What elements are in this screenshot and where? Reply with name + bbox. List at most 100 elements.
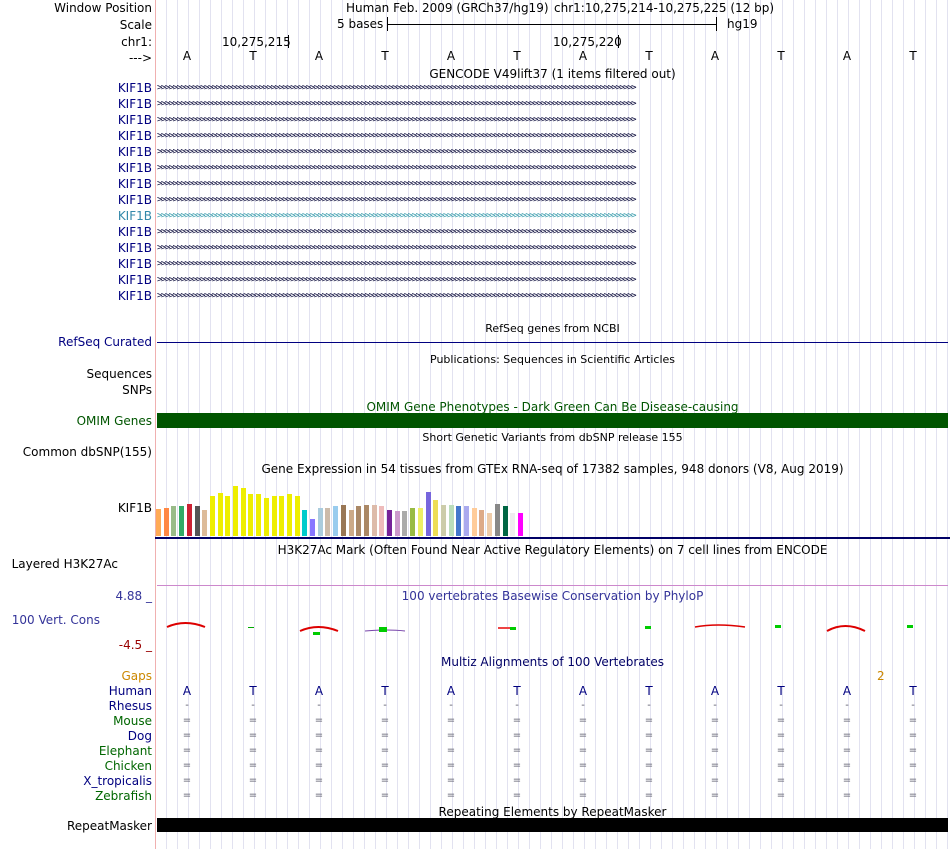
- gtex-tissue-bar[interactable]: [272, 496, 277, 536]
- gtex-tissue-bar[interactable]: [410, 508, 415, 536]
- gtex-tissue-bar[interactable]: [487, 513, 492, 536]
- phylop-track-title[interactable]: 100 vertebrates Basewise Conservation by…: [401, 589, 704, 603]
- gtex-tissue-bar[interactable]: [464, 506, 469, 536]
- h3k27ac-track-title[interactable]: H3K27Ac Mark (Often Found Near Active Re…: [277, 543, 828, 557]
- repeatmasker-track-title[interactable]: Repeating Elements by RepeatMasker: [438, 805, 667, 819]
- multiz-track-title[interactable]: Multiz Alignments of 100 Vertebrates: [440, 655, 665, 669]
- gaps-label[interactable]: Gaps: [121, 669, 152, 683]
- gencode-item-label[interactable]: KIF1B: [117, 81, 152, 95]
- gtex-tissue-bar[interactable]: [395, 511, 400, 536]
- gtex-tissue-bar[interactable]: [279, 496, 284, 536]
- gtex-tissue-bar[interactable]: [287, 494, 292, 536]
- gencode-transcript[interactable]: >>>>>>>>>>>>>>>>>>>>>>>>>>>>>>>>>>>>>>>>…: [157, 163, 637, 173]
- position-readout[interactable]: chr1:10,275,214-10,275,225 (12 bp): [554, 1, 775, 15]
- gtex-tissue-bar[interactable]: [456, 506, 461, 536]
- gtex-tissue-bar[interactable]: [518, 513, 523, 536]
- gtex-tissue-bar[interactable]: [325, 508, 330, 536]
- gtex-tissue-bar[interactable]: [210, 496, 215, 536]
- gtex-tissue-bar[interactable]: [426, 492, 431, 536]
- gtex-tissue-bar[interactable]: [503, 506, 508, 536]
- gtex-track-title[interactable]: Gene Expression in 54 tissues from GTEx …: [261, 462, 844, 476]
- gtex-tissue-bar[interactable]: [241, 488, 246, 536]
- gtex-tissue-bar[interactable]: [387, 510, 392, 536]
- gtex-tissue-bar[interactable]: [233, 486, 238, 536]
- refseq-track-title[interactable]: RefSeq genes from NCBI: [485, 322, 620, 335]
- gencode-transcript[interactable]: >>>>>>>>>>>>>>>>>>>>>>>>>>>>>>>>>>>>>>>>…: [157, 131, 637, 141]
- h3k27ac-label[interactable]: Layered H3K27Ac: [11, 557, 118, 571]
- gencode-item-label[interactable]: KIF1B: [117, 129, 152, 143]
- repeatmasker-label[interactable]: RepeatMasker: [66, 819, 152, 833]
- refseq-line[interactable]: [157, 342, 948, 343]
- gencode-item-label[interactable]: KIF1B: [117, 209, 152, 223]
- gtex-tissue-bar[interactable]: [295, 496, 300, 536]
- gencode-transcript[interactable]: >>>>>>>>>>>>>>>>>>>>>>>>>>>>>>>>>>>>>>>>…: [157, 195, 637, 205]
- gtex-tissue-bar[interactable]: [495, 504, 500, 536]
- gtex-label[interactable]: KIF1B: [117, 501, 152, 515]
- gtex-bar-chart[interactable]: [156, 476, 556, 536]
- gtex-tissue-bar[interactable]: [364, 505, 369, 536]
- gtex-tissue-bar[interactable]: [402, 511, 407, 536]
- omim-feature-bar[interactable]: [157, 413, 948, 428]
- gencode-track-title[interactable]: GENCODE V49lift37 (1 items filtered out): [429, 67, 676, 81]
- gencode-transcript[interactable]: >>>>>>>>>>>>>>>>>>>>>>>>>>>>>>>>>>>>>>>>…: [157, 227, 637, 237]
- gtex-tissue-bar[interactable]: [187, 504, 192, 536]
- gencode-transcript[interactable]: >>>>>>>>>>>>>>>>>>>>>>>>>>>>>>>>>>>>>>>>…: [157, 99, 637, 109]
- gencode-transcript[interactable]: >>>>>>>>>>>>>>>>>>>>>>>>>>>>>>>>>>>>>>>>…: [157, 243, 637, 253]
- gtex-tissue-bar[interactable]: [264, 498, 269, 536]
- gtex-tissue-bar[interactable]: [479, 510, 484, 536]
- gtex-tissue-bar[interactable]: [310, 519, 315, 536]
- gtex-tissue-bar[interactable]: [171, 506, 176, 536]
- gtex-tissue-bar[interactable]: [248, 494, 253, 536]
- omim-label[interactable]: OMIM Genes: [76, 414, 152, 428]
- phylop-wiggle[interactable]: [155, 615, 950, 640]
- gencode-item-label[interactable]: KIF1B: [117, 257, 152, 271]
- refseq-label[interactable]: RefSeq Curated: [58, 335, 152, 349]
- gtex-tissue-bar[interactable]: [179, 506, 184, 536]
- gtex-tissue-bar[interactable]: [433, 500, 438, 536]
- gtex-tissue-bar[interactable]: [218, 493, 223, 536]
- dbsnp-track-title[interactable]: Short Genetic Variants from dbSNP releas…: [422, 431, 683, 444]
- gencode-item-label[interactable]: KIF1B: [117, 161, 152, 175]
- gencode-item-label[interactable]: KIF1B: [117, 97, 152, 111]
- publications-sequences-label[interactable]: Sequences: [86, 367, 152, 381]
- gtex-tissue-bar[interactable]: [341, 505, 346, 536]
- omim-track-title[interactable]: OMIM Gene Phenotypes - Dark Green Can Be…: [366, 400, 739, 414]
- gtex-tissue-bar[interactable]: [333, 506, 338, 536]
- gtex-tissue-bar[interactable]: [302, 510, 307, 536]
- multiz-species-label[interactable]: X_tropicalis: [83, 774, 152, 788]
- gtex-tissue-bar[interactable]: [418, 508, 423, 536]
- gtex-tissue-bar[interactable]: [472, 508, 477, 536]
- multiz-species-label[interactable]: Zebrafish: [95, 789, 152, 803]
- gencode-item-label[interactable]: KIF1B: [117, 113, 152, 127]
- publications-snps-label[interactable]: SNPs: [122, 383, 152, 397]
- gencode-item-label[interactable]: KIF1B: [117, 289, 152, 303]
- dbsnp-label[interactable]: Common dbSNP(155): [22, 445, 152, 459]
- gencode-item-label[interactable]: KIF1B: [117, 273, 152, 287]
- gencode-transcript[interactable]: >>>>>>>>>>>>>>>>>>>>>>>>>>>>>>>>>>>>>>>>…: [157, 147, 637, 157]
- gencode-transcript[interactable]: >>>>>>>>>>>>>>>>>>>>>>>>>>>>>>>>>>>>>>>>…: [157, 259, 637, 269]
- gencode-transcript[interactable]: >>>>>>>>>>>>>>>>>>>>>>>>>>>>>>>>>>>>>>>>…: [157, 115, 637, 125]
- phylop-label[interactable]: 100 Vert. Cons: [11, 613, 100, 627]
- gtex-tissue-bar[interactable]: [318, 508, 323, 536]
- gtex-tissue-bar[interactable]: [156, 509, 161, 536]
- gtex-tissue-bar[interactable]: [195, 506, 200, 536]
- gtex-tissue-bar[interactable]: [449, 505, 454, 536]
- publications-track-title[interactable]: Publications: Sequences in Scientific Ar…: [430, 353, 675, 366]
- multiz-species-label[interactable]: Rhesus: [108, 699, 152, 713]
- multiz-species-label[interactable]: Elephant: [98, 744, 152, 758]
- gtex-tissue-bar[interactable]: [510, 513, 515, 536]
- repeatmasker-feature-bar[interactable]: [157, 818, 948, 832]
- multiz-species-label[interactable]: Mouse: [113, 714, 152, 728]
- gtex-tissue-bar[interactable]: [356, 506, 361, 536]
- multiz-species-label[interactable]: Chicken: [104, 759, 152, 773]
- gtex-tissue-bar[interactable]: [225, 496, 230, 536]
- gencode-transcript[interactable]: >>>>>>>>>>>>>>>>>>>>>>>>>>>>>>>>>>>>>>>>…: [157, 179, 637, 189]
- gencode-transcript[interactable]: >>>>>>>>>>>>>>>>>>>>>>>>>>>>>>>>>>>>>>>>…: [157, 83, 637, 93]
- gencode-transcript[interactable]: >>>>>>>>>>>>>>>>>>>>>>>>>>>>>>>>>>>>>>>>…: [157, 275, 637, 285]
- gtex-tissue-bar[interactable]: [349, 510, 354, 536]
- gtex-tissue-bar[interactable]: [256, 494, 261, 536]
- gtex-tissue-bar[interactable]: [379, 506, 384, 536]
- gencode-item-label[interactable]: KIF1B: [117, 193, 152, 207]
- gencode-transcript[interactable]: >>>>>>>>>>>>>>>>>>>>>>>>>>>>>>>>>>>>>>>>…: [157, 291, 637, 301]
- gtex-tissue-bar[interactable]: [202, 510, 207, 536]
